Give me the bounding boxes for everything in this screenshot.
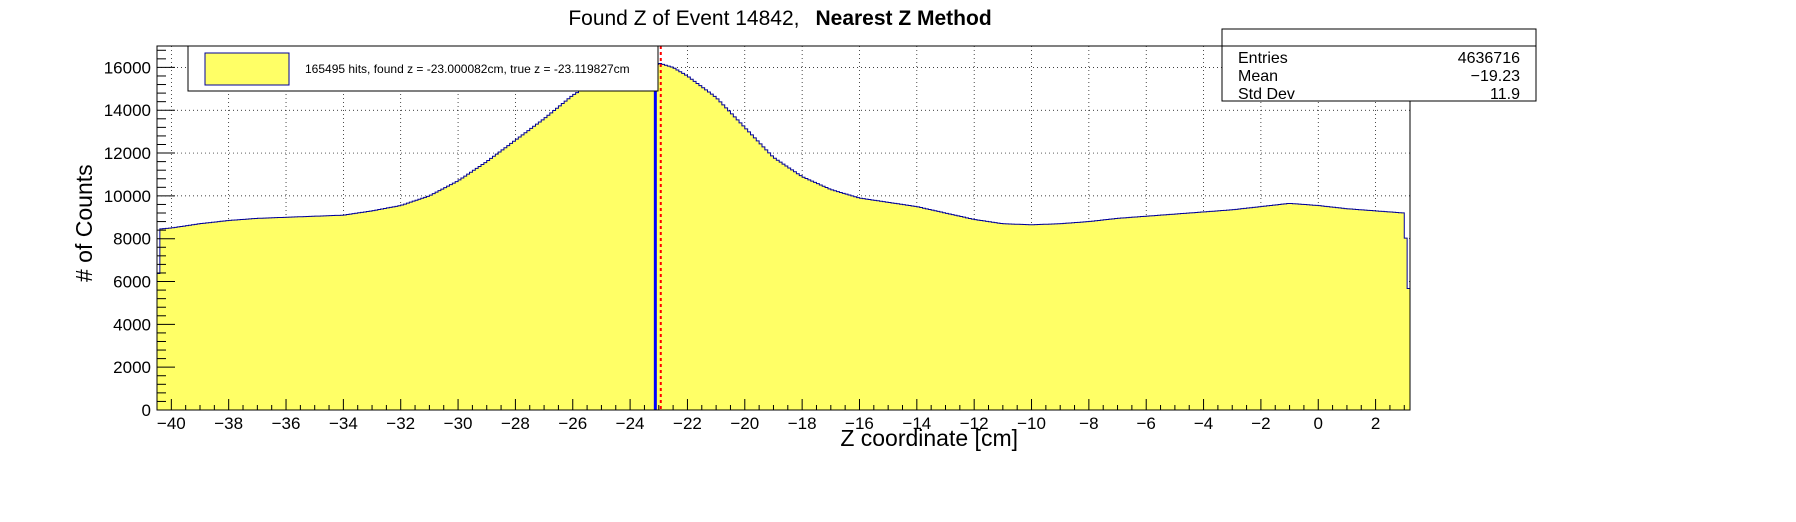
stats-frame — [1221, 28, 1537, 102]
histogram-outline — [157, 63, 1410, 289]
x-tick-label: −6 — [1137, 414, 1156, 433]
x-tick-label: −16 — [845, 414, 874, 433]
plot-frame — [156, 45, 1411, 411]
x-tick-label: −38 — [214, 414, 243, 433]
marker-layer — [653, 46, 662, 410]
x-tick-label: −32 — [386, 414, 415, 433]
legend-label: 165495 hits, found z = -23.000082cm, tru… — [305, 62, 630, 76]
chart-title: Found Z of Event 14842, Nearest Z Method — [568, 7, 991, 30]
legend: 165495 hits, found z = -23.000082cm, tru… — [187, 45, 659, 92]
y-tick-label: 6000 — [113, 273, 151, 292]
y-axis: 0 2000 4000 6000 8000 10000 12000 14000 16000 — [104, 49, 175, 420]
y-axis-title: # of Counts — [71, 164, 97, 282]
y-tick-label: 4000 — [113, 315, 151, 334]
stats-stddev-label: Std Dev — [1238, 86, 1295, 103]
stats-entries-value: 4636716 — [1458, 50, 1520, 67]
x-tick-label: −30 — [444, 414, 473, 433]
chart-title-prefix: Found Z of Event 14842, — [568, 7, 799, 30]
y-tick-label: 8000 — [113, 230, 151, 249]
x-tick-label: −12 — [960, 414, 989, 433]
x-tick-label: −22 — [673, 414, 702, 433]
y-tick-label: 14000 — [104, 101, 151, 120]
stats-entries-label: Entries — [1238, 50, 1288, 67]
x-tick-label: −24 — [616, 414, 645, 433]
x-tick-label: 0 — [1314, 414, 1323, 433]
data-layer — [157, 63, 1410, 410]
chart-title-method: Nearest Z Method — [815, 7, 991, 30]
x-tick-label: −28 — [501, 414, 530, 433]
x-tick-label: −34 — [329, 414, 358, 433]
stats-box: Entries 4636716 Mean −19.23 Std Dev 11.9 — [1221, 28, 1537, 103]
legend-swatch — [204, 52, 290, 86]
y-tick-label: 10000 — [104, 187, 151, 206]
stats-mean-label: Mean — [1238, 68, 1278, 85]
histogram-fill — [157, 63, 1410, 410]
stats-mean-value: −19.23 — [1471, 68, 1520, 85]
x-tick-label: −20 — [730, 414, 759, 433]
x-tick-label: −14 — [902, 414, 931, 433]
x-axis: −40 −38 −36 −34 −32 −30 −28 −26 −24 −22 −20 −18 −16−… — [156, 399, 1405, 433]
x-tick-label: −18 — [788, 414, 817, 433]
y-tick-label: 0 — [142, 401, 151, 420]
x-tick-label: 2 — [1371, 414, 1380, 433]
x-tick-label: −36 — [272, 414, 301, 433]
x-tick-label: −26 — [558, 414, 587, 433]
x-tick-label: −2 — [1251, 414, 1270, 433]
y-tick-label: 12000 — [104, 144, 151, 163]
y-tick-label: 16000 — [104, 58, 151, 77]
x-tick-label: −8 — [1079, 414, 1098, 433]
x-tick-label: −10 — [1017, 414, 1046, 433]
x-tick-label: −4 — [1194, 414, 1213, 433]
x-axis-title: Z coordinate [cm] — [840, 425, 1018, 451]
y-tick-label: 2000 — [113, 358, 151, 377]
stats-stddev-value: 11.9 — [1490, 86, 1520, 103]
x-tick-label: −40 — [157, 414, 186, 433]
